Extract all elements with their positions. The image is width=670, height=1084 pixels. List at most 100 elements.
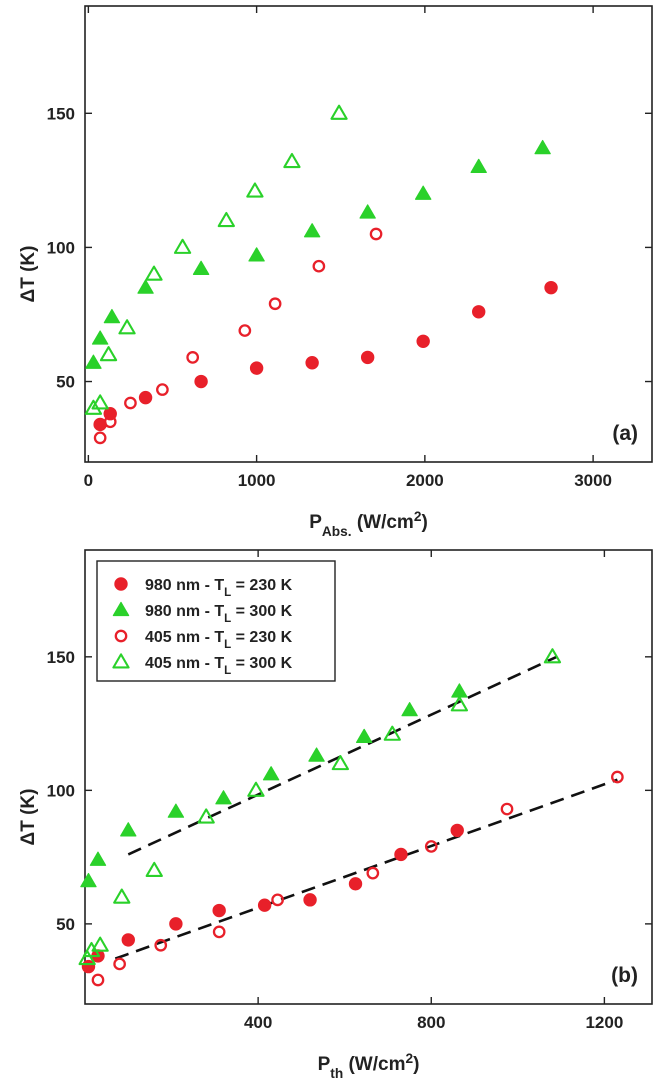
data-point (450, 696, 469, 712)
data-point (249, 361, 264, 375)
data-point (89, 851, 107, 866)
data-point (451, 683, 468, 698)
data-point (124, 396, 137, 410)
data-point (366, 866, 380, 880)
data-point (217, 211, 235, 228)
x-tick-label: 1000 (238, 471, 276, 490)
data-point (271, 893, 284, 907)
series-group (93, 227, 383, 445)
data-point (257, 898, 272, 912)
data-point (360, 350, 375, 365)
y-axis-label: ΔT (K) (18, 789, 39, 846)
data-point (330, 104, 348, 120)
data-point (145, 265, 163, 281)
data-point (91, 973, 105, 987)
data-point (84, 399, 103, 415)
data-point (348, 877, 363, 891)
x-axis-label: PAbs. (W/cm2) (309, 509, 428, 539)
y-tick-label: 50 (56, 373, 75, 392)
data-point (359, 204, 376, 219)
series-group (80, 683, 468, 888)
data-point (401, 702, 418, 717)
data-point (312, 259, 326, 273)
data-point (248, 247, 265, 262)
data-point (80, 872, 97, 888)
data-point (305, 356, 319, 370)
data-point (103, 308, 121, 324)
data-point (303, 223, 321, 238)
legend-marker (112, 653, 130, 669)
legend-marker (114, 629, 128, 643)
x-tick-label: 800 (417, 1013, 445, 1032)
data-point (113, 957, 126, 971)
data-point (212, 903, 226, 918)
data-point (99, 346, 118, 362)
data-point (543, 648, 562, 664)
data-point (78, 949, 96, 966)
series-group (78, 648, 562, 966)
data-point (544, 280, 558, 295)
data-point (212, 925, 226, 939)
data-point (268, 297, 282, 311)
data-point (246, 182, 264, 198)
legend-marker (114, 577, 128, 591)
data-point (247, 781, 265, 797)
data-point (450, 823, 464, 838)
legend-label: 980 nm - TL = 230 K (145, 577, 293, 599)
legend-marker (112, 601, 130, 617)
data-point (470, 158, 487, 174)
panel-tag: (a) (612, 422, 638, 445)
data-point (192, 260, 210, 275)
data-point (121, 933, 135, 947)
y-tick-label: 100 (47, 238, 75, 257)
data-point (118, 319, 136, 335)
y-tick-label: 50 (56, 915, 75, 934)
data-point (113, 888, 131, 904)
data-point (611, 770, 624, 784)
data-point (138, 390, 153, 405)
data-point (369, 227, 383, 241)
data-point (91, 394, 109, 410)
data-point (355, 728, 373, 744)
data-point (145, 861, 163, 877)
data-point (283, 152, 301, 169)
x-axis-label: Pth (W/cm2) (318, 1051, 420, 1081)
data-point (154, 938, 168, 952)
data-point (103, 415, 117, 429)
data-point (91, 936, 109, 952)
data-point (120, 822, 137, 837)
data-point (173, 238, 192, 254)
x-tick-label: 3000 (574, 471, 612, 490)
data-point (85, 354, 102, 369)
data-point (82, 941, 101, 958)
series-group (84, 104, 348, 415)
data-point (238, 324, 252, 337)
x-tick-label: 400 (244, 1013, 272, 1032)
series-group (93, 280, 558, 432)
data-point (500, 802, 514, 816)
data-point (472, 305, 486, 319)
panel-tag: (b) (611, 964, 638, 987)
data-point (167, 803, 185, 818)
data-point (93, 431, 107, 445)
chart-panel-a: 0 1000 2000 3000 50 100 150 PAbs. (W/cm2) ΔT (K)… (18, 5, 653, 539)
legend: 980 nm - TL = 230 K 980 nm - TL = 300 K 40… (96, 560, 336, 682)
data-point (91, 330, 109, 345)
y-tick-label: 150 (47, 104, 75, 123)
data-point (156, 383, 169, 396)
data-point (169, 917, 183, 931)
series-group (85, 139, 551, 369)
data-point (534, 139, 551, 155)
data-point (215, 790, 232, 805)
data-point (414, 185, 432, 200)
legend-label: 405 nm - TL = 230 K (145, 629, 293, 651)
data-point (424, 840, 438, 853)
legend-label: 405 nm - TL = 300 K (145, 655, 293, 677)
legend-label: 980 nm - TL = 300 K (145, 603, 293, 625)
y-tick-label: 150 (47, 648, 75, 667)
plot-frame (84, 549, 653, 1005)
data-point (197, 808, 215, 824)
data-point (262, 766, 280, 781)
y-tick-label: 100 (47, 781, 75, 800)
